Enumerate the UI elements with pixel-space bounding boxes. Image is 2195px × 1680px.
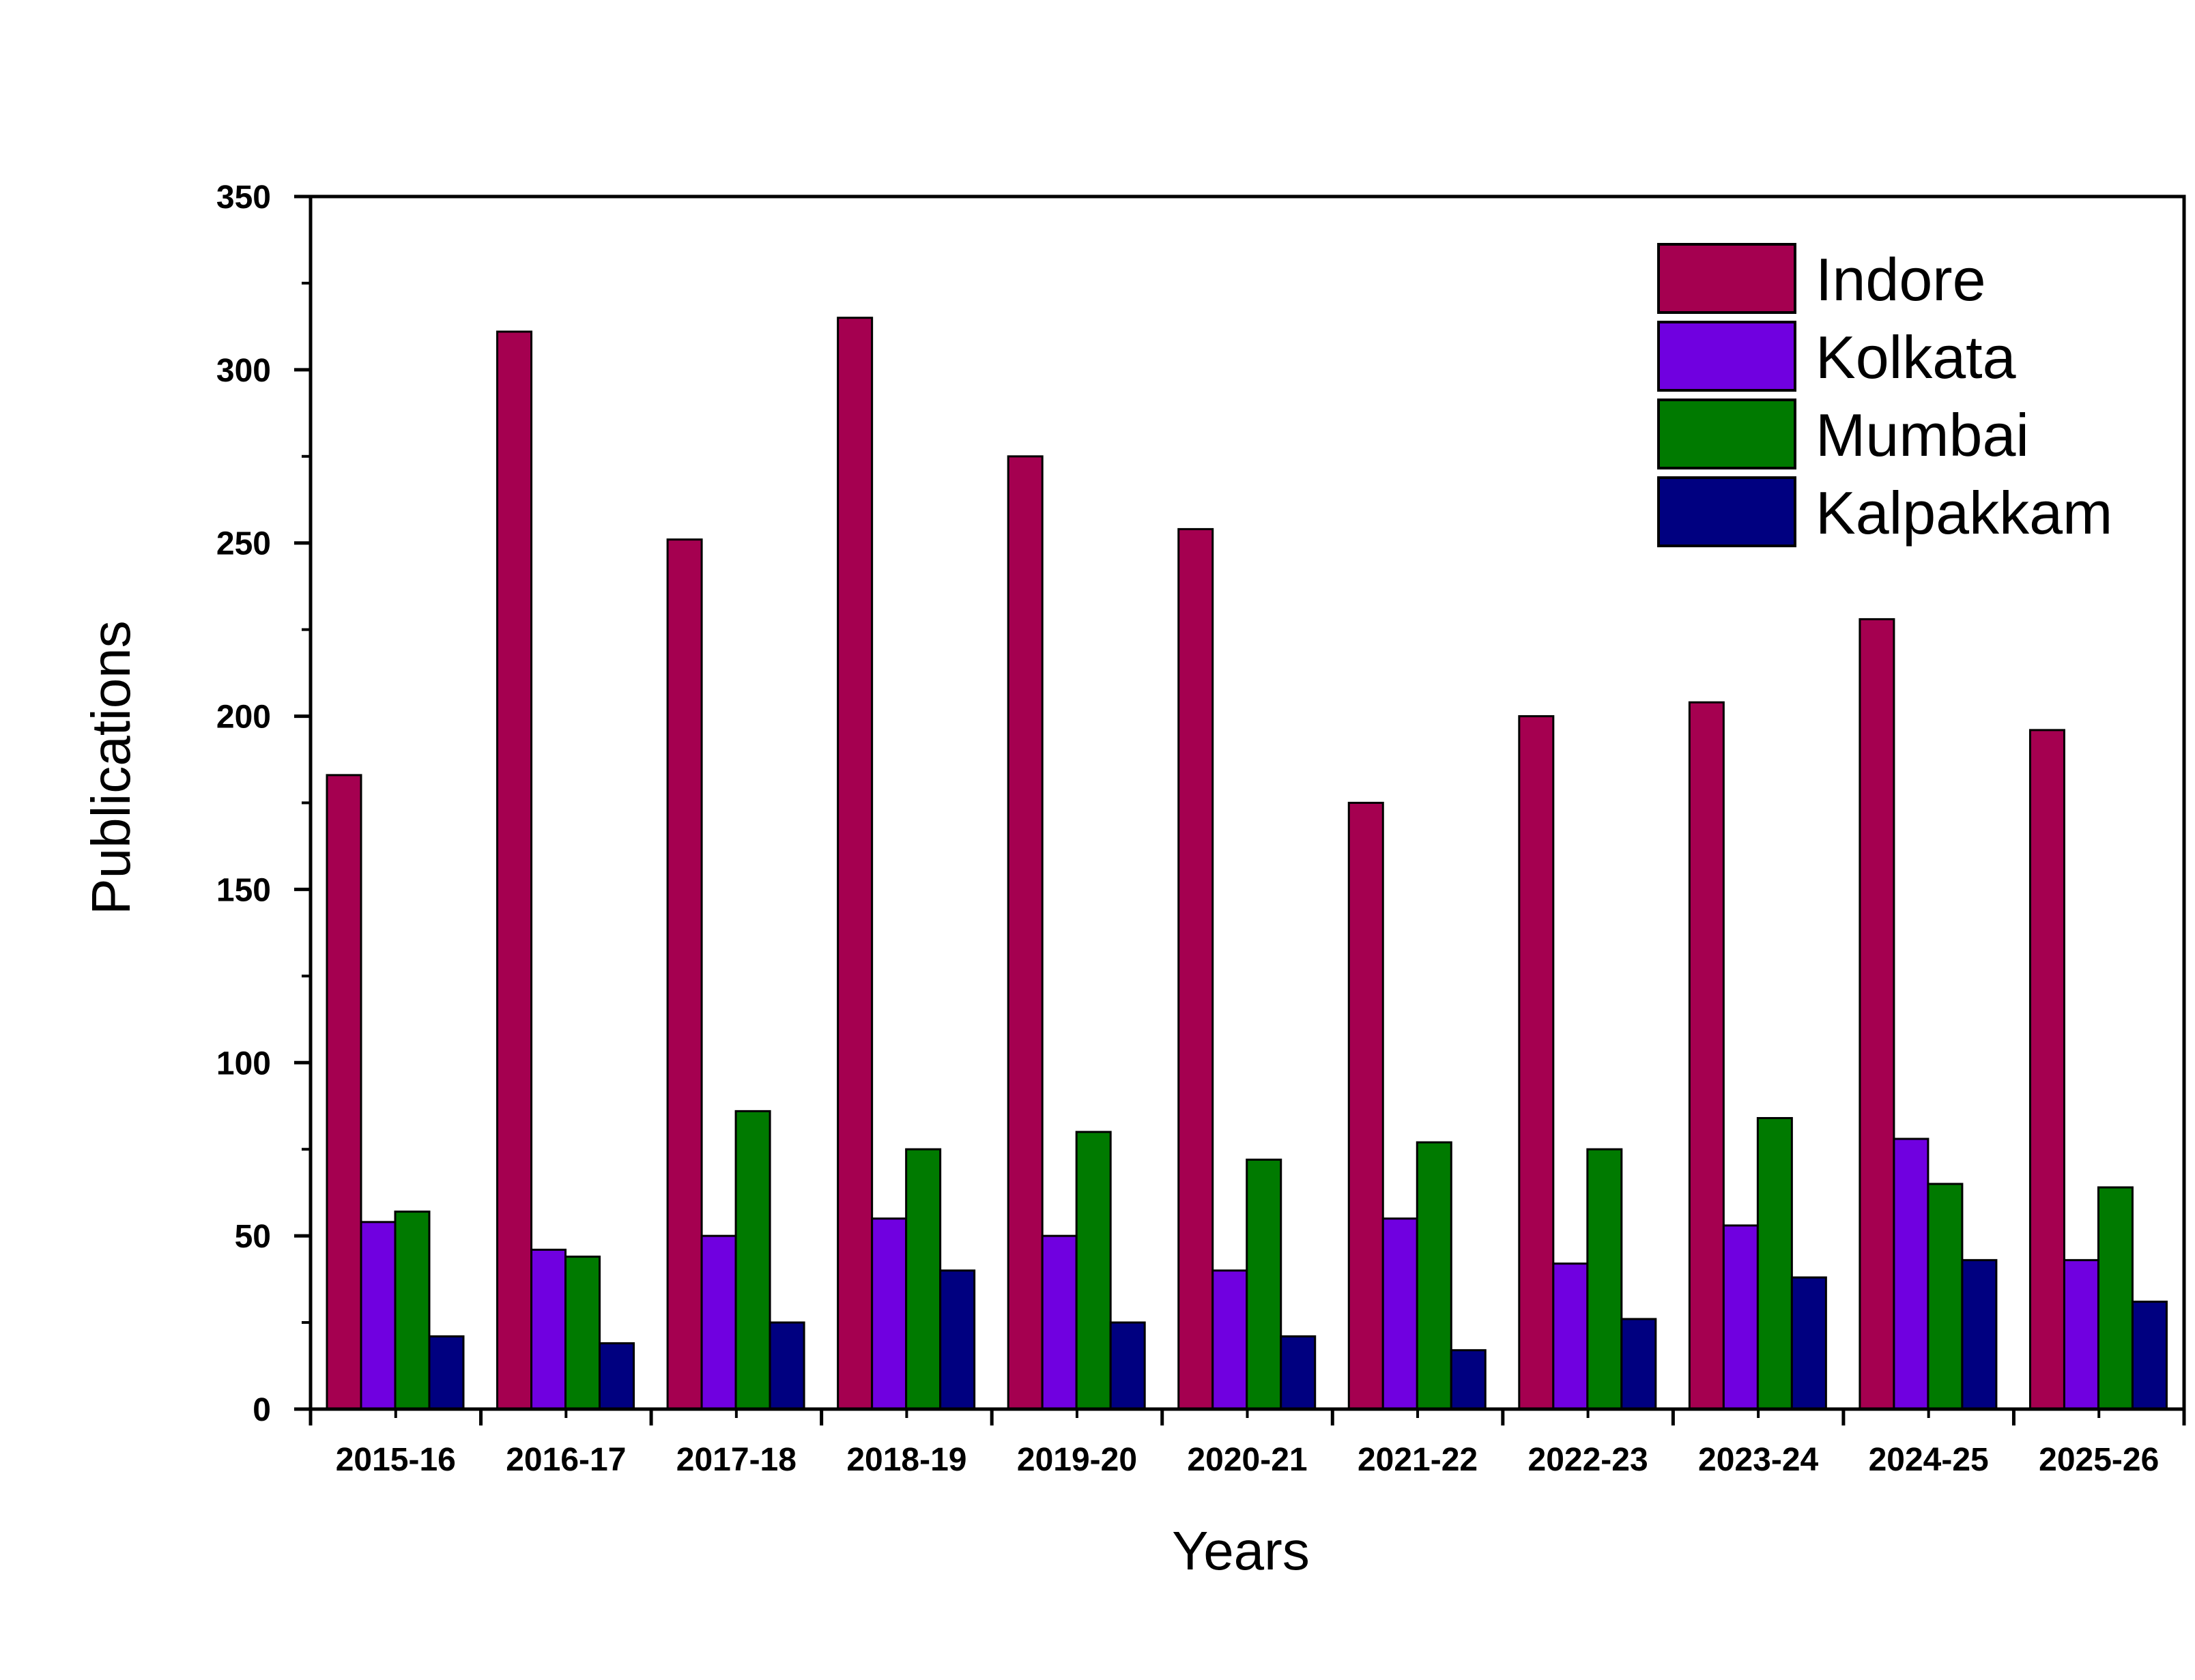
bar-indore-2023-24 xyxy=(1688,701,1725,1410)
legend-label-kalpakkam: Kalpakkam xyxy=(1816,479,2112,547)
bar-kalpakkam-2016-17 xyxy=(599,1342,635,1410)
bar-kalpakkam-2024-25 xyxy=(1961,1259,1998,1410)
bar-indore-2021-22 xyxy=(1347,802,1384,1410)
legend-swatch-kolkata xyxy=(1657,321,1796,392)
x-tick-label-2017-18: 2017-18 xyxy=(676,1442,797,1478)
bar-kalpakkam-2021-22 xyxy=(1450,1349,1487,1410)
bar-kalpakkam-2023-24 xyxy=(1790,1276,1827,1410)
bar-mumbai-2015-16 xyxy=(394,1211,431,1410)
bars-layer xyxy=(326,317,2168,1410)
bar-kolkata-2022-23 xyxy=(1552,1262,1589,1410)
x-tick-label-2023-24: 2023-24 xyxy=(1698,1442,1818,1478)
y-tick-label-100: 100 xyxy=(216,1045,271,1082)
x-tick-label-2020-21: 2020-21 xyxy=(1187,1442,1307,1478)
bar-kolkata-2020-21 xyxy=(1211,1269,1248,1410)
x-tick-label-2024-25: 2024-25 xyxy=(1869,1442,1989,1478)
bar-mumbai-2019-20 xyxy=(1075,1131,1112,1410)
x-axis-title: Years xyxy=(1172,1520,1310,1581)
x-tick-label-2016-17: 2016-17 xyxy=(506,1442,626,1478)
bar-kolkata-2015-16 xyxy=(360,1221,397,1410)
bar-kolkata-2021-22 xyxy=(1381,1217,1418,1410)
bar-mumbai-2024-25 xyxy=(1927,1183,1964,1410)
bar-kalpakkam-2019-20 xyxy=(1109,1321,1146,1410)
bar-mumbai-2018-19 xyxy=(905,1148,942,1410)
bar-kalpakkam-2025-26 xyxy=(2131,1301,2168,1410)
bar-indore-2015-16 xyxy=(326,774,362,1410)
bar-mumbai-2017-18 xyxy=(734,1110,771,1410)
bar-mumbai-2021-22 xyxy=(1416,1141,1452,1410)
bar-kolkata-2019-20 xyxy=(1041,1234,1078,1410)
bar-indore-2018-19 xyxy=(837,317,874,1410)
legend-label-mumbai: Mumbai xyxy=(1816,401,2029,469)
x-tick-label-2019-20: 2019-20 xyxy=(1017,1442,1137,1478)
bar-kalpakkam-2022-23 xyxy=(1620,1318,1657,1410)
bar-kalpakkam-2020-21 xyxy=(1280,1335,1317,1410)
axes-layer: 0 50 100 150 200 250 300 350 2015-16 2016-17 2017-… xyxy=(216,179,2186,1478)
bar-kolkata-2017-18 xyxy=(700,1234,737,1410)
y-axis-title: Publications xyxy=(81,620,141,914)
legend-label-indore: Indore xyxy=(1816,246,1986,313)
bar-kolkata-2025-26 xyxy=(2063,1259,2099,1410)
legend: Indore Kolkata Mumbai Kalpakkam xyxy=(1657,243,2112,547)
bar-mumbai-2022-23 xyxy=(1586,1148,1623,1410)
bar-kalpakkam-2015-16 xyxy=(428,1335,465,1410)
legend-swatch-indore xyxy=(1657,243,1796,314)
legend-label-kolkata: Kolkata xyxy=(1816,323,2016,391)
legend-swatch-kalpakkam xyxy=(1657,476,1796,547)
y-tick-label-200: 200 xyxy=(216,699,271,736)
bar-indore-2025-26 xyxy=(2028,729,2065,1410)
y-tick-label-50: 50 xyxy=(235,1219,271,1255)
bar-indore-2020-21 xyxy=(1177,527,1214,1410)
bar-kalpakkam-2018-19 xyxy=(939,1269,976,1410)
bar-indore-2024-25 xyxy=(1859,618,1895,1410)
y-tick-label-300: 300 xyxy=(216,353,271,389)
bar-kolkata-2023-24 xyxy=(1722,1224,1759,1410)
legend-swatch-mumbai xyxy=(1657,399,1796,469)
bar-kalpakkam-2017-18 xyxy=(769,1321,805,1410)
x-tick-label-2025-26: 2025-26 xyxy=(2039,1442,2159,1478)
bar-indore-2017-18 xyxy=(666,538,703,1410)
bar-mumbai-2020-21 xyxy=(1246,1158,1282,1410)
bar-indore-2022-23 xyxy=(1518,715,1555,1410)
y-tick-label-0: 0 xyxy=(253,1392,271,1428)
bar-indore-2016-17 xyxy=(496,330,533,1410)
bar-mumbai-2025-26 xyxy=(2097,1186,2134,1410)
y-tick-label-250: 250 xyxy=(216,526,271,562)
bar-kolkata-2018-19 xyxy=(871,1217,908,1410)
x-tick-label-2021-22: 2021-22 xyxy=(1358,1442,1478,1478)
bar-mumbai-2016-17 xyxy=(564,1256,601,1410)
x-tick-label-2015-16: 2015-16 xyxy=(336,1442,456,1478)
bar-kolkata-2016-17 xyxy=(530,1248,567,1410)
bar-mumbai-2023-24 xyxy=(1756,1117,1793,1410)
y-tick-label-350: 350 xyxy=(216,179,271,216)
y-tick-label-150: 150 xyxy=(216,872,271,908)
x-tick-label-2022-23: 2022-23 xyxy=(1528,1442,1648,1478)
bar-indore-2019-20 xyxy=(1007,455,1044,1410)
bar-kolkata-2024-25 xyxy=(1893,1138,1929,1410)
x-tick-label-2018-19: 2018-19 xyxy=(846,1442,966,1478)
